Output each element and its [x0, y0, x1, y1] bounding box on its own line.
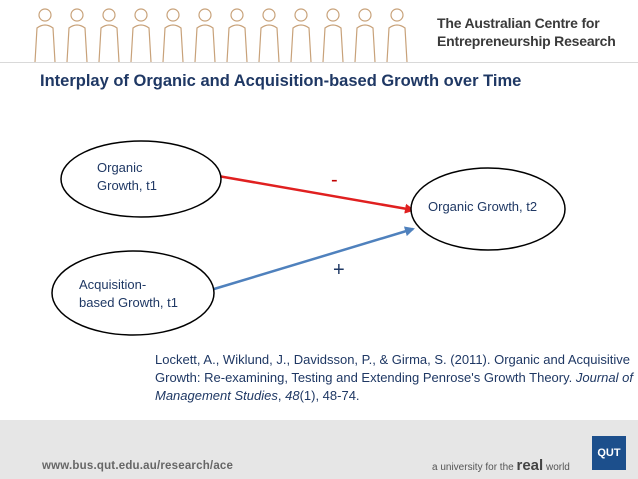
negative-sign: - — [331, 169, 338, 191]
person-figure-icon — [130, 8, 152, 62]
person-figure-icon — [354, 8, 376, 62]
citation-volume: 48 — [285, 388, 300, 403]
person-figure-icon — [34, 8, 56, 62]
person-figure-icon — [194, 8, 216, 62]
positive-edge-arrow — [213, 226, 415, 291]
citation-issue: (1), 48-74. — [299, 388, 360, 403]
org-name-line1: The Australian Centre for — [437, 15, 600, 31]
node-organic-growth-t2 — [410, 167, 566, 251]
person-figure-icon — [162, 8, 184, 62]
negative-edge-arrow — [217, 174, 415, 214]
footer-url-link[interactable]: www.bus.qut.edu.au/research/ace — [42, 460, 234, 472]
person-figure-icon — [258, 8, 280, 62]
citation-journal: Journal of Management Studies — [155, 370, 633, 403]
person-figure-icon — [322, 8, 344, 62]
acquisition-t1-label-line2: based Growth, t1 — [79, 295, 178, 310]
citation: Lockett, A., Wiklund, J., Davidsson, P.,… — [155, 351, 635, 405]
footer-tagline: a university for the real world — [432, 457, 570, 474]
person-figure-icon — [386, 8, 408, 62]
acquisition-t1-label-line1: Acquisition- — [79, 277, 147, 292]
org-name: The Australian Centre for Entrepreneursh… — [437, 14, 616, 50]
organic-t2-label: Organic Growth, t2 — [428, 199, 538, 214]
organic-t1-label-line1: Organic — [97, 160, 143, 175]
footer-bar — [0, 420, 638, 479]
tagline-prefix: a university for the — [432, 462, 517, 473]
node-acquisition-growth-t1 — [51, 250, 215, 336]
organic-t1-label-line2: Growth, t1 — [97, 178, 157, 193]
organic-t1-label: Organic Growth, t1 — [97, 159, 157, 195]
tagline-real: real — [516, 457, 544, 474]
slide-title: Interplay of Organic and Acquisition-bas… — [40, 72, 522, 90]
positive-sign: + — [333, 259, 345, 281]
node-organic-growth-t1 — [60, 140, 222, 218]
header-banner: The Australian Centre for Entrepreneursh… — [0, 0, 638, 62]
person-figure-icon — [98, 8, 120, 62]
tagline-suffix: world — [543, 462, 570, 473]
person-figure-icon — [66, 8, 88, 62]
acquisition-t1-label: Acquisition- based Growth, t1 — [79, 276, 178, 312]
people-illustration-icon — [34, 8, 408, 62]
qut-logo-icon: QUT — [592, 436, 626, 470]
citation-authors: Lockett, A., Wiklund, J., Davidsson, P.,… — [155, 352, 630, 385]
header-divider — [0, 62, 638, 63]
org-name-line2: Entrepreneurship Research — [437, 33, 616, 49]
person-figure-icon — [226, 8, 248, 62]
person-figure-icon — [290, 8, 312, 62]
citation-sep: , — [277, 388, 286, 403]
